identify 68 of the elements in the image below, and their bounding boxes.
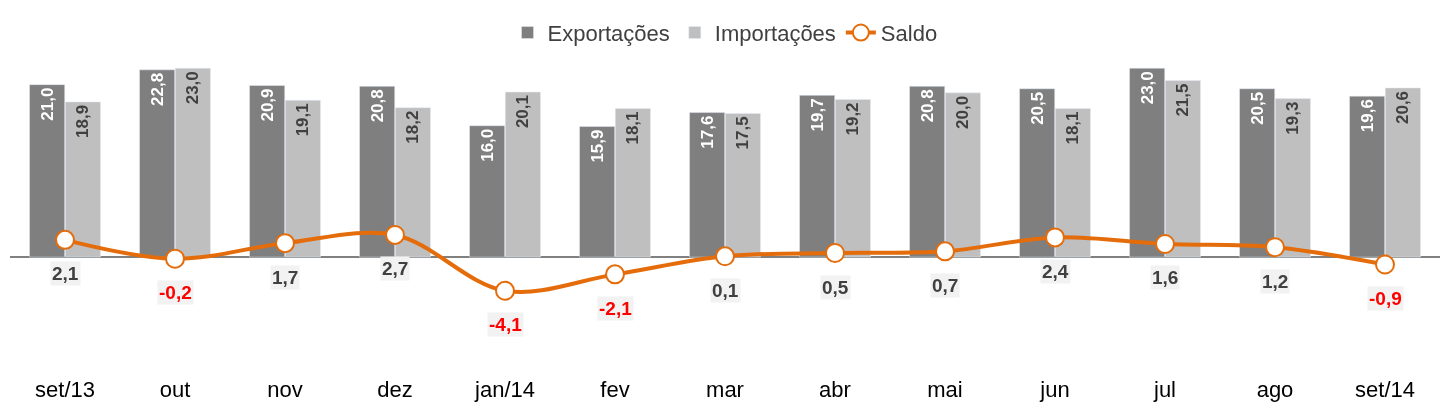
x-tick-label: nov <box>267 377 303 402</box>
data-label: 19,2 <box>843 102 863 136</box>
data-label: 18,9 <box>73 104 93 138</box>
data-label: 18,1 <box>1063 111 1083 145</box>
x-tick-label: fev <box>600 377 630 402</box>
data-label: 20,6 <box>1393 90 1413 125</box>
point <box>715 246 735 267</box>
data-label: 2,4 <box>1042 261 1069 282</box>
x-tick-label: ago <box>1256 377 1294 402</box>
data-label: -2,1 <box>599 298 633 319</box>
data-label: 0,5 <box>822 277 849 298</box>
data-label: 0,7 <box>932 275 959 296</box>
data-label: 23,0 <box>183 71 203 105</box>
data-label: 18,2 <box>403 110 423 144</box>
legend-label: Saldo <box>880 21 938 47</box>
data-label: -0,9 <box>1369 288 1402 309</box>
data-label: 1,6 <box>1152 267 1179 288</box>
data-label: 20,5 <box>1027 91 1047 125</box>
data-label: 0,1 <box>712 280 739 301</box>
point <box>825 243 845 264</box>
point <box>275 233 295 254</box>
data-label: 20,8 <box>917 89 937 123</box>
data-label: -4,1 <box>489 314 523 335</box>
data-label: 20,1 <box>513 95 533 129</box>
data-label: 19,3 <box>1283 101 1303 135</box>
point <box>495 280 515 301</box>
data-label: 19,6 <box>1357 99 1377 133</box>
x-tick-label: set/14 <box>1355 377 1415 402</box>
data-label: 20,9 <box>257 88 277 122</box>
x-tick-label: mai <box>927 377 963 402</box>
point <box>605 264 625 285</box>
point <box>1045 227 1065 248</box>
x-tick-label: mar <box>706 377 744 402</box>
data-label: 18,1 <box>623 111 643 145</box>
legend-label: Importações <box>714 21 836 47</box>
data-label: 2,7 <box>382 258 409 279</box>
point <box>165 248 185 269</box>
data-label: 19,1 <box>293 103 313 137</box>
data-label: 2,1 <box>52 263 79 284</box>
point <box>1265 237 1285 258</box>
data-label: 17,5 <box>733 116 753 150</box>
data-label: 16,0 <box>477 128 497 162</box>
x-tick-label: dez <box>377 377 413 402</box>
data-label: 1,2 <box>1262 271 1289 292</box>
x-tick-label: jun <box>1039 377 1070 402</box>
point <box>1375 254 1395 275</box>
data-label: 21,5 <box>1173 83 1193 117</box>
data-label: 19,7 <box>807 98 827 132</box>
data-label: -0,2 <box>159 282 192 303</box>
data-label: 20,5 <box>1247 91 1267 125</box>
data-label: 1,7 <box>272 267 299 288</box>
data-label: 20,8 <box>367 89 387 123</box>
x-tick-label: jul <box>1152 377 1177 402</box>
x-tick-label: jan/14 <box>474 377 535 402</box>
x-tick-label: out <box>159 377 191 402</box>
point <box>385 224 405 245</box>
data-label: 17,6 <box>697 115 717 149</box>
data-label: 23,0 <box>1137 71 1157 105</box>
point <box>1155 233 1175 254</box>
x-tick-label: abr <box>819 377 851 402</box>
point <box>55 229 75 250</box>
x-tick-label: set/13 <box>35 377 95 402</box>
point <box>935 241 955 262</box>
data-label: 20,0 <box>953 95 973 129</box>
data-label: 22,8 <box>147 72 167 106</box>
data-label: 15,9 <box>587 129 607 163</box>
legend-label: Exportações <box>547 21 670 47</box>
data-label: 21,0 <box>37 87 57 121</box>
